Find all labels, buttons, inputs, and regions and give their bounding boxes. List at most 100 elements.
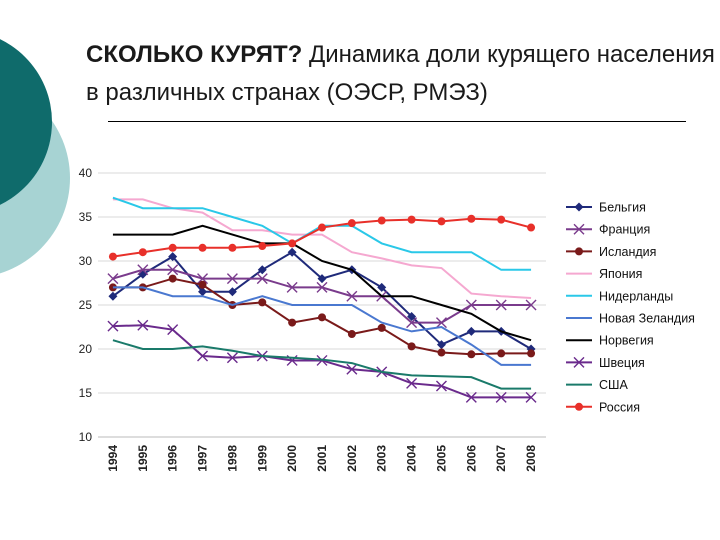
series-line — [112, 198, 532, 299]
data-point — [317, 274, 327, 284]
legend-label: Россия — [599, 400, 640, 414]
series-6 — [112, 224, 532, 342]
series-5 — [112, 286, 532, 366]
data-point — [497, 215, 506, 224]
legend-label: Франция — [599, 223, 650, 237]
data-point — [467, 214, 476, 223]
decorative-circles — [0, 0, 80, 540]
x-tick-label: 1998 — [225, 445, 239, 472]
x-tick-label: 2007 — [494, 445, 508, 472]
legend-label: Новая Зеландия — [599, 312, 695, 326]
data-point — [527, 349, 536, 358]
series-8 — [112, 339, 532, 390]
y-tick-label: 30 — [79, 254, 93, 268]
data-point — [137, 319, 149, 331]
slide-title: СКОЛЬКО КУРЯТ? Динамика доли курящего на… — [86, 36, 716, 112]
data-point — [167, 324, 179, 336]
data-point — [407, 311, 417, 321]
y-tick-label: 20 — [79, 342, 93, 356]
x-tick-label: 1994 — [106, 445, 120, 472]
x-tick-label: 2002 — [345, 445, 359, 472]
x-tick-label: 2001 — [315, 445, 329, 472]
data-point — [108, 252, 117, 261]
legend-label: Исландия — [599, 245, 656, 259]
legend-marker — [574, 202, 584, 212]
data-point — [197, 350, 209, 362]
data-point — [168, 274, 177, 283]
data-point — [258, 242, 267, 251]
title-rest: Динамика доли курящего населения в разли… — [86, 41, 715, 106]
x-tick-label: 2004 — [405, 445, 419, 472]
x-tick-label: 2000 — [285, 445, 299, 472]
data-point — [495, 391, 507, 403]
legend-entry: Новая Зеландия — [566, 312, 695, 326]
data-point — [465, 391, 477, 403]
x-tick-label: 1995 — [136, 445, 150, 472]
data-point — [198, 287, 208, 297]
legend-entry: Бельгия — [566, 201, 646, 215]
y-tick-label: 10 — [79, 430, 93, 444]
data-point — [286, 281, 298, 293]
data-point — [437, 217, 446, 226]
legend-label: Бельгия — [599, 201, 646, 215]
y-tick-label: 25 — [79, 298, 93, 312]
legend-marker — [575, 402, 583, 411]
legend-entry: Россия — [566, 400, 640, 414]
data-point — [347, 330, 356, 339]
data-point — [288, 318, 297, 327]
data-point — [107, 273, 119, 285]
legend-entry: Нидерланды — [566, 289, 673, 303]
legend-entry: Норвегия — [566, 334, 654, 348]
x-tick-label: 1996 — [166, 445, 180, 472]
data-point — [108, 291, 118, 301]
data-point — [465, 299, 477, 311]
data-point — [287, 247, 297, 257]
data-point — [168, 243, 177, 252]
data-point — [377, 282, 387, 292]
x-tick-label: 2008 — [524, 445, 538, 472]
data-point — [256, 273, 268, 285]
legend-label: Нидерланды — [599, 289, 673, 303]
series-line — [112, 286, 532, 366]
data-point — [406, 377, 418, 389]
data-point — [407, 215, 416, 224]
data-point — [377, 216, 386, 225]
data-point — [436, 340, 446, 350]
data-point — [107, 320, 119, 332]
data-point — [527, 223, 536, 232]
legend-entry: Япония — [566, 267, 642, 281]
data-point — [466, 326, 476, 336]
data-point — [318, 313, 326, 322]
y-tick-label: 15 — [79, 386, 93, 400]
legend-entry: Швеция — [566, 356, 645, 370]
legend-entry: США — [566, 378, 628, 392]
data-point — [168, 252, 178, 262]
series-3 — [112, 198, 532, 299]
data-point — [318, 223, 326, 232]
data-point — [257, 265, 267, 275]
data-point — [198, 243, 207, 252]
legend-marker — [573, 356, 585, 368]
data-point — [316, 281, 328, 293]
data-point — [525, 299, 537, 311]
title-bold: СКОЛЬКО КУРЯТ? — [86, 41, 303, 68]
data-point — [138, 248, 147, 257]
legend-label: Швеция — [599, 356, 645, 370]
x-tick-label: 2003 — [375, 445, 389, 472]
data-point — [346, 363, 358, 375]
legend-entry: Исландия — [566, 245, 656, 259]
series-line — [112, 339, 532, 390]
y-tick-label: 35 — [79, 210, 93, 224]
legend-label: США — [599, 378, 628, 392]
legend-entry: Франция — [566, 223, 650, 237]
series-9 — [108, 214, 536, 261]
data-point — [495, 299, 507, 311]
x-tick-label: 2005 — [434, 445, 448, 472]
data-point — [258, 298, 267, 307]
data-point — [346, 290, 358, 302]
x-tick-label: 1997 — [196, 445, 210, 472]
data-point — [226, 352, 238, 364]
data-point — [407, 342, 416, 351]
data-point — [497, 349, 506, 358]
